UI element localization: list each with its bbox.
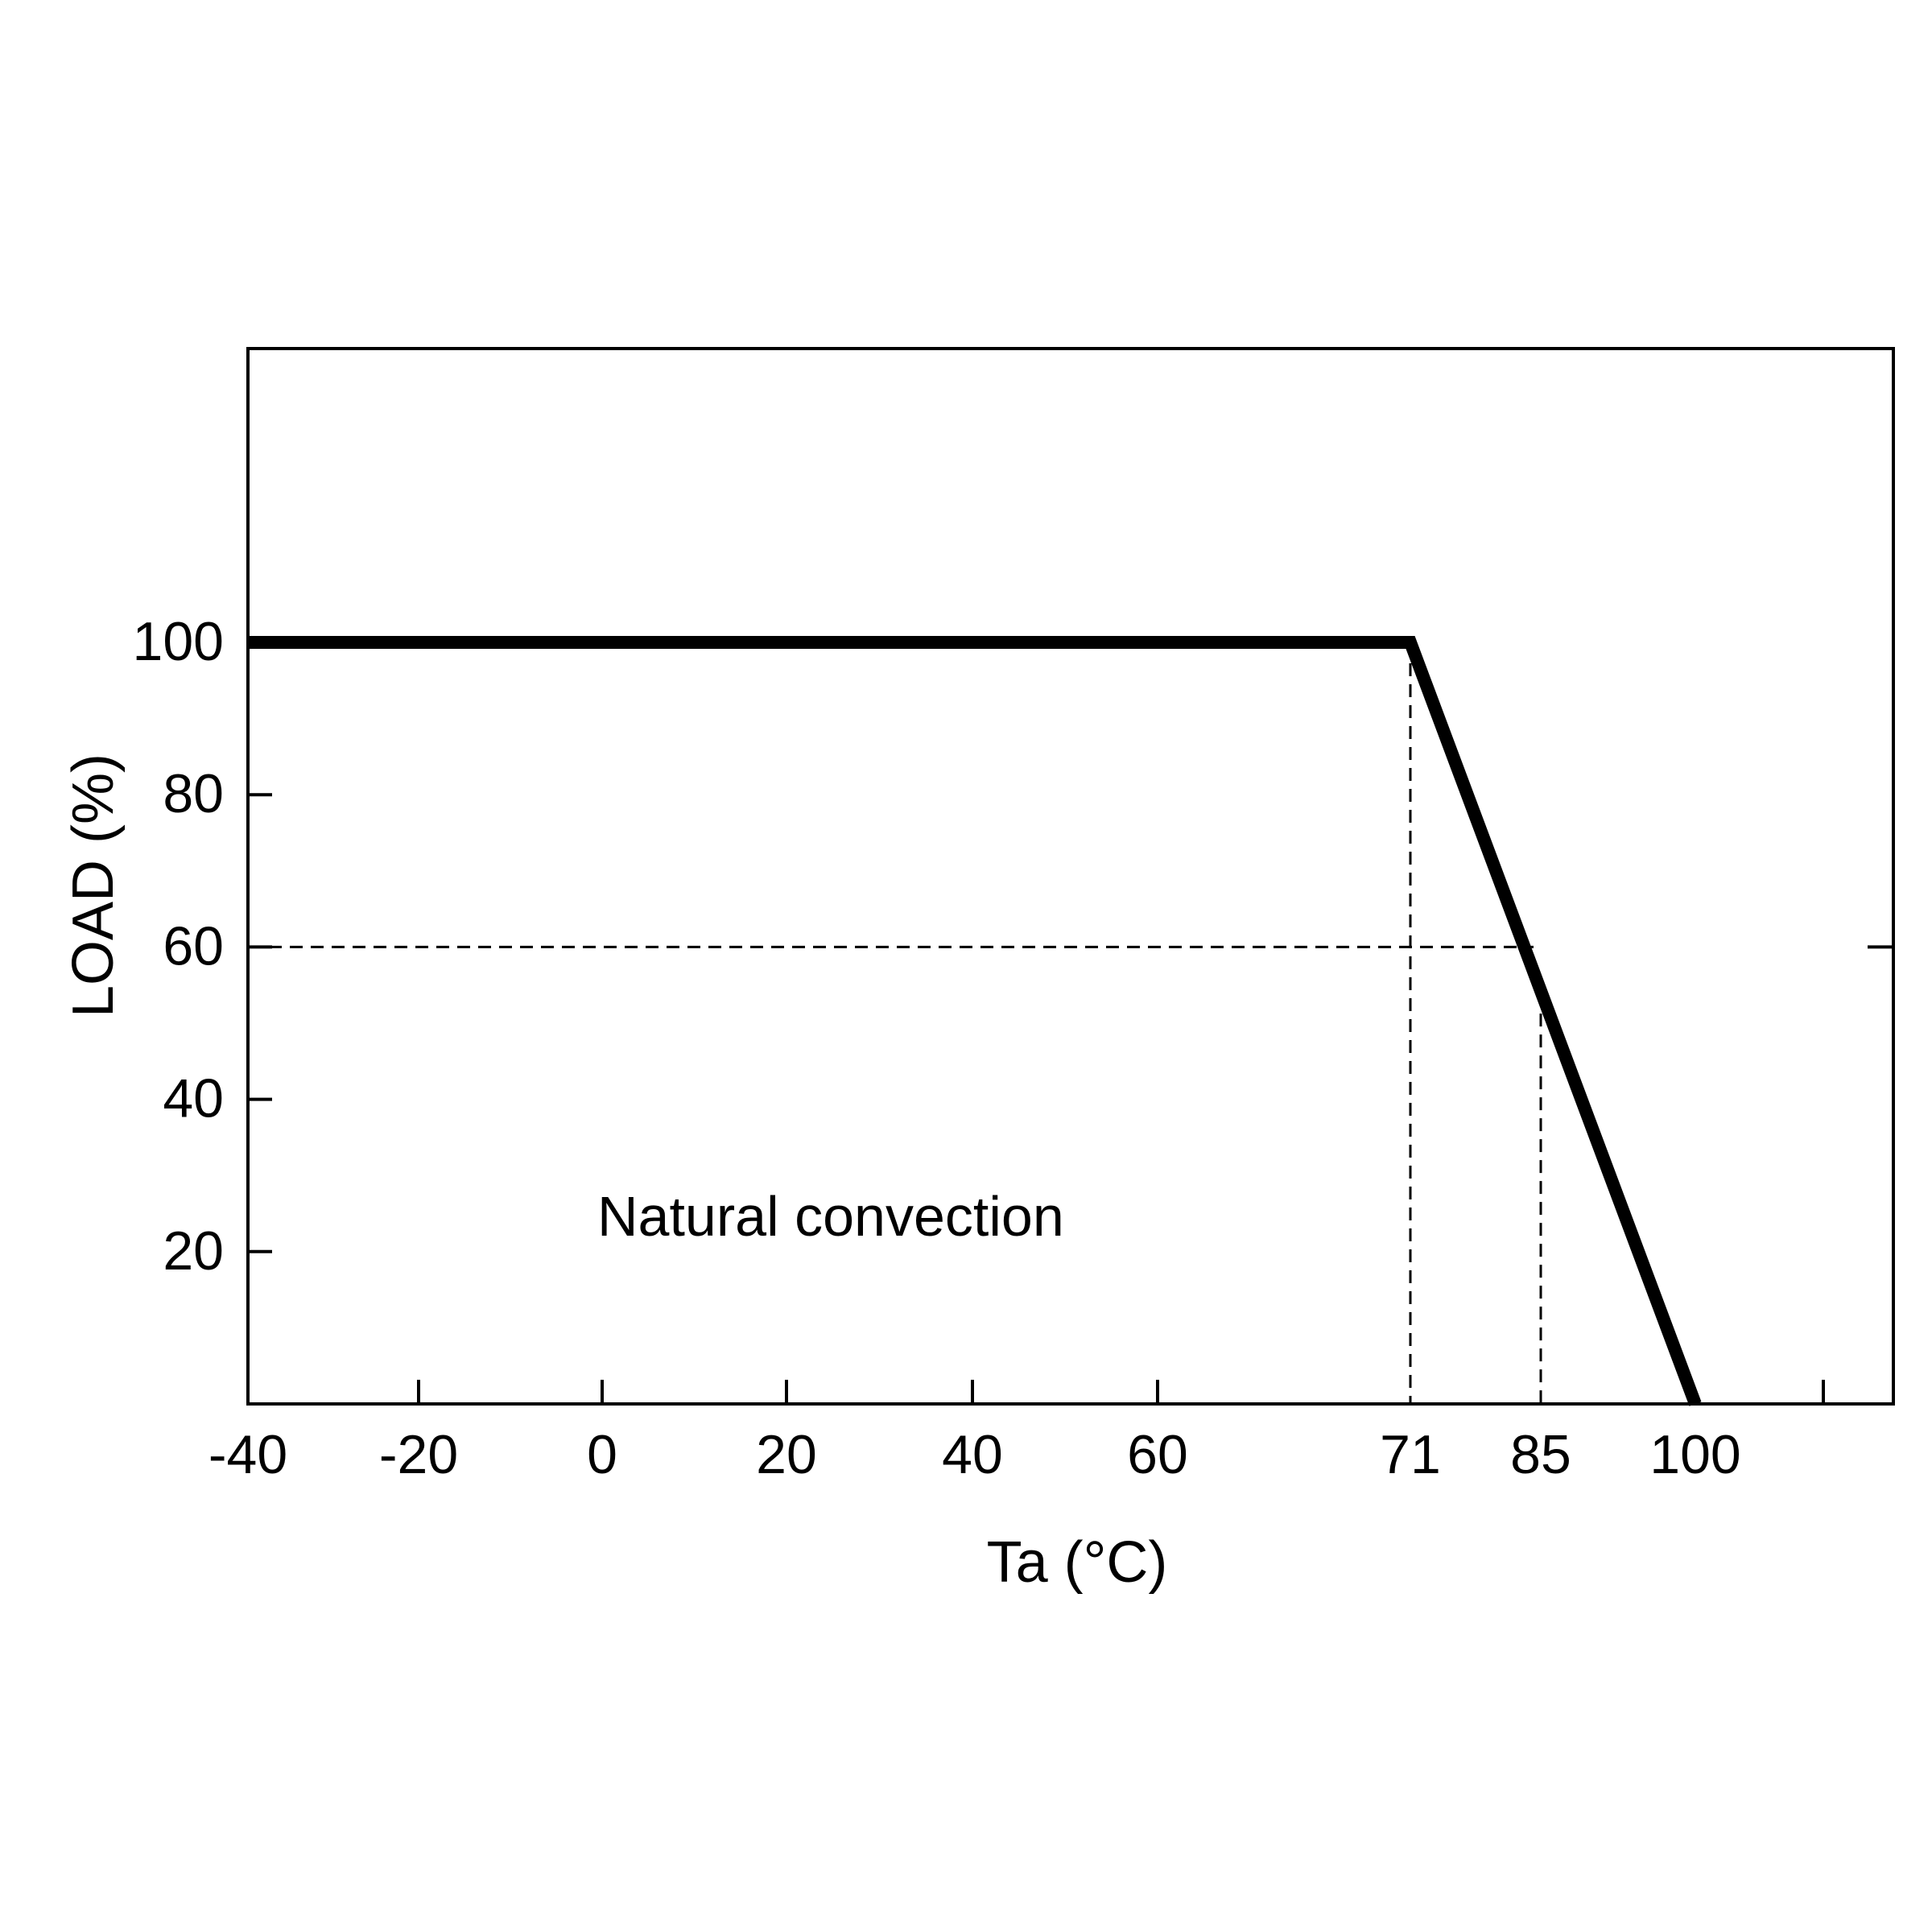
y-tick-label: 80 <box>163 763 224 824</box>
plot-frame <box>246 347 1895 1406</box>
y-tick-label: 100 <box>133 611 224 672</box>
x-tick-label: 40 <box>942 1424 1003 1485</box>
x-tick-label: -20 <box>379 1424 458 1485</box>
y-tick-label: 60 <box>163 915 224 976</box>
x-tick-label: 0 <box>587 1424 617 1485</box>
x-axis-label: Ta (°C) <box>987 1530 1168 1595</box>
annotation-natural-convection: Natural convection <box>597 1185 1064 1248</box>
x-tick-label: 85 <box>1510 1424 1571 1485</box>
x-tick-label: 60 <box>1127 1424 1188 1485</box>
y-tick-label: 20 <box>163 1220 224 1282</box>
x-tick-label: 100 <box>1649 1424 1740 1485</box>
x-tick-label: 20 <box>756 1424 817 1485</box>
y-axis-label: LOAD (%) <box>61 753 126 1018</box>
derating-curve <box>248 636 1702 1406</box>
y-tick-label: 40 <box>163 1068 224 1129</box>
x-tick-label: 71 <box>1380 1424 1441 1485</box>
x-tick-label: -40 <box>208 1424 287 1485</box>
